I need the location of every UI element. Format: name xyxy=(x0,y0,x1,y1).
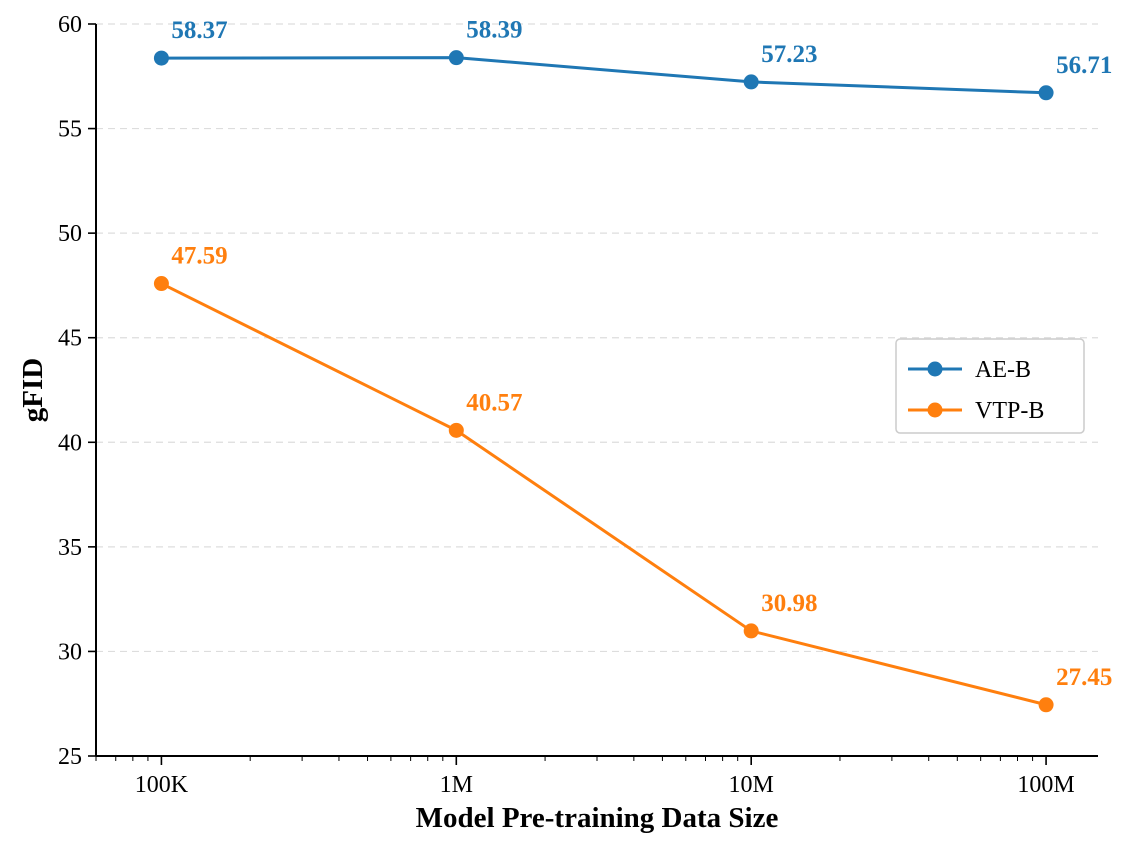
y-tick-label: 30 xyxy=(58,639,82,665)
y-tick-label: 35 xyxy=(58,535,82,561)
data-point xyxy=(448,422,464,438)
ticks: 25 30 35 40 45 50 55 60 100K 1M 10M 100M xyxy=(58,12,1075,798)
data-point xyxy=(743,74,759,90)
y-axis-title: gFID xyxy=(17,358,49,422)
data-label: 40.57 xyxy=(466,389,522,416)
x-tick-label: 10M xyxy=(729,772,774,798)
gridlines xyxy=(96,23,1098,653)
series-line-vtp-b xyxy=(160,282,1047,707)
data-labels: 58.37 58.39 57.23 56.71 47.59 40.57 30.98 27.45 xyxy=(171,17,1112,691)
legend-label-vtp-b: VTP-B xyxy=(975,398,1044,424)
data-label: 47.59 xyxy=(171,243,227,270)
series xyxy=(153,50,1054,713)
x-tick-label: 100K xyxy=(135,772,189,798)
data-point xyxy=(153,276,169,292)
x-tick-label: 1M xyxy=(440,772,473,798)
data-label: 30.98 xyxy=(761,590,817,617)
y-tick-label: 60 xyxy=(58,12,82,38)
data-point xyxy=(1038,85,1054,101)
y-tick-label: 40 xyxy=(58,430,82,456)
x-tick-label: 100M xyxy=(1017,772,1074,798)
data-label: 57.23 xyxy=(761,41,817,68)
legend-marker-vtp-b xyxy=(927,402,943,418)
x-axis-title: Model Pre-training Data Size xyxy=(416,802,779,834)
data-label: 58.37 xyxy=(171,17,227,44)
legend: AE-B VTP-B xyxy=(895,338,1085,434)
series-line-ae-b xyxy=(161,56,1047,95)
data-point xyxy=(153,50,169,66)
data-label: 27.45 xyxy=(1056,664,1112,691)
legend-label-ae-b: AE-B xyxy=(975,357,1031,383)
y-tick-label: 50 xyxy=(58,221,82,247)
data-point xyxy=(1038,697,1054,713)
y-tick-label: 45 xyxy=(58,326,82,352)
y-tick-label: 55 xyxy=(58,117,82,143)
data-point xyxy=(743,623,759,639)
data-point xyxy=(448,50,464,66)
data-label: 56.71 xyxy=(1056,52,1112,79)
legend-marker-ae-b xyxy=(927,361,943,377)
y-tick-label: 25 xyxy=(58,744,82,770)
data-label: 58.39 xyxy=(466,17,522,44)
